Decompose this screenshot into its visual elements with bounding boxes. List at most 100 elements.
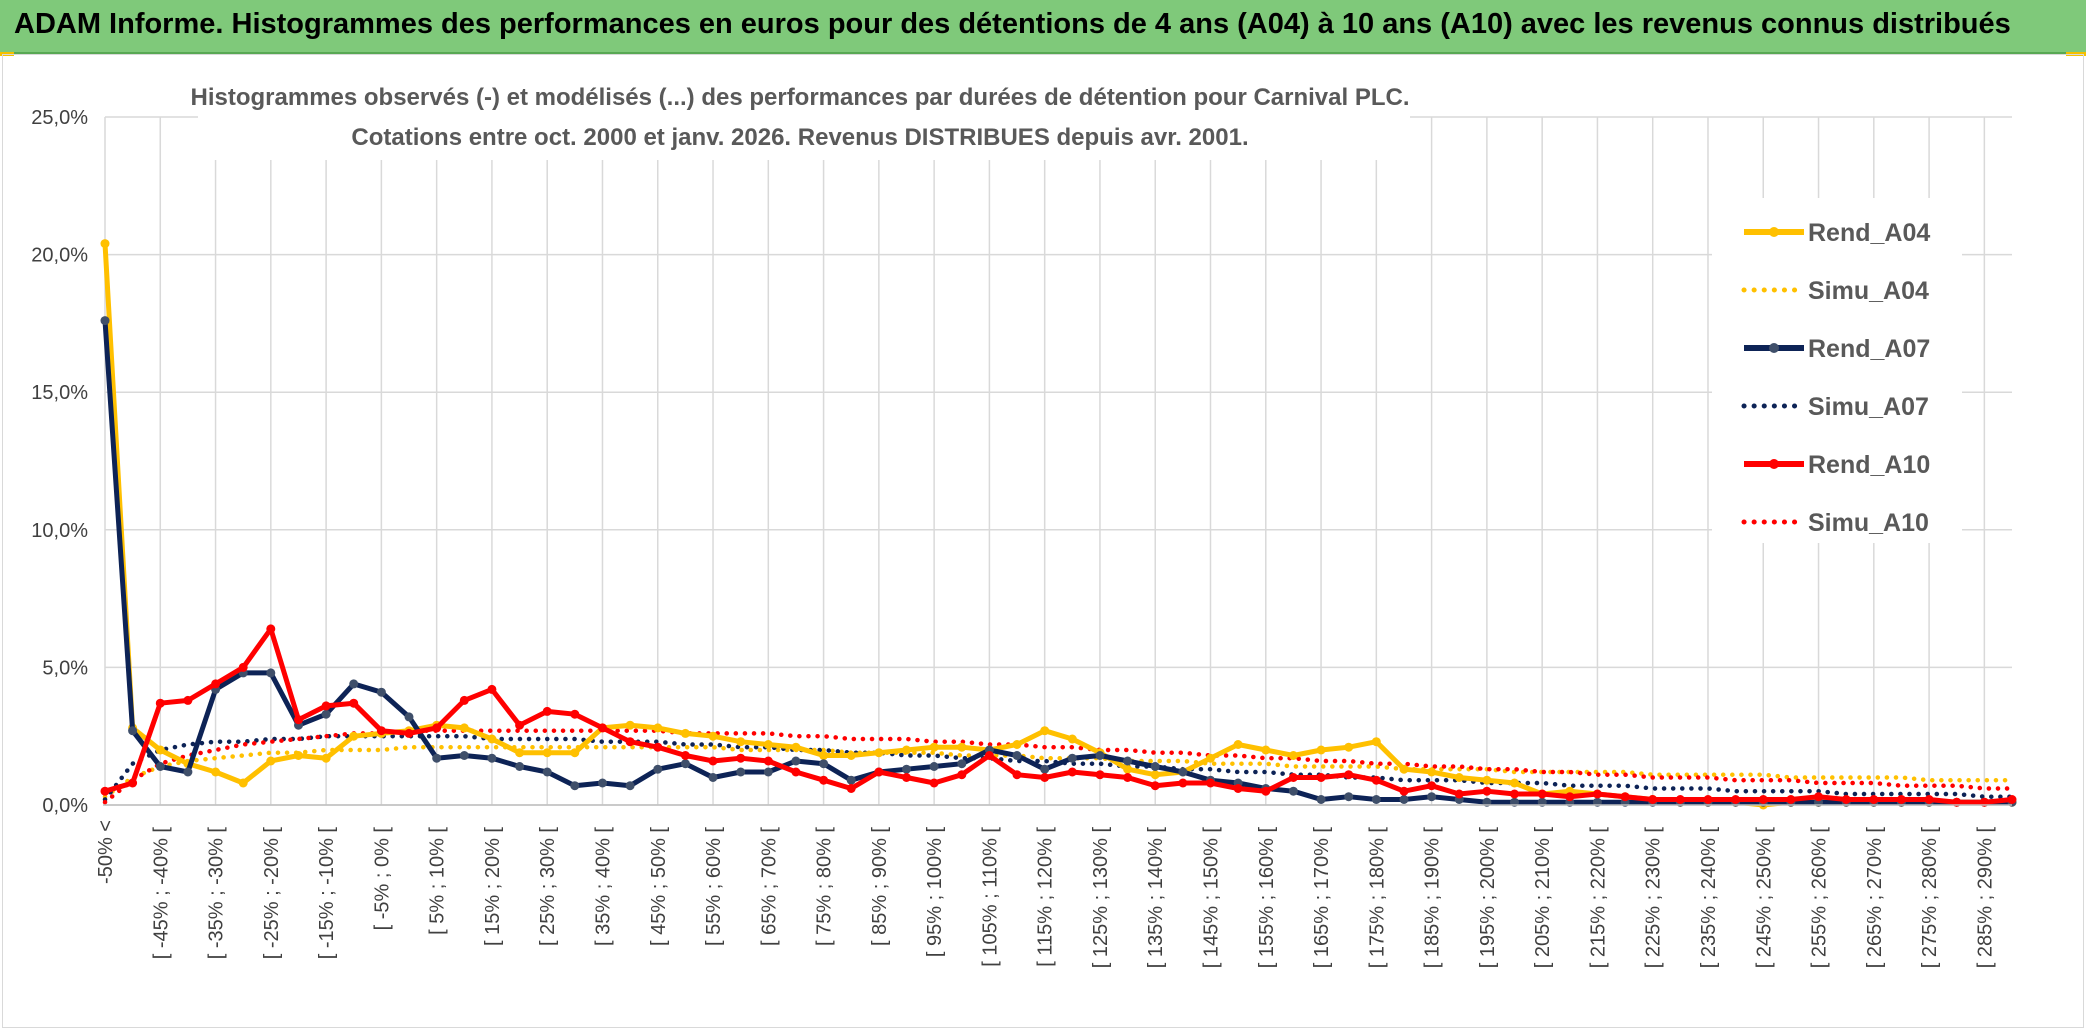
data-point-rend-a10 <box>321 701 331 711</box>
data-point-rend-a07 <box>1067 753 1077 763</box>
chart-title: Histogrammes observés (-) et modélisés (… <box>191 84 1410 111</box>
legend-label-simu-a10: Simu_A10 <box>1808 509 1929 537</box>
y-tick-label: 15,0% <box>31 382 88 404</box>
data-point-rend-a04 <box>515 748 525 758</box>
data-point-rend-a10 <box>1482 786 1492 796</box>
data-point-rend-a04 <box>1067 734 1077 744</box>
data-point-rend-a10 <box>625 737 635 747</box>
data-point-rend-a07 <box>515 762 525 771</box>
data-point-rend-a07 <box>542 767 552 777</box>
data-point-rend-a04 <box>294 751 303 760</box>
data-point-rend-a07 <box>736 767 746 777</box>
data-point-rend-a10 <box>708 756 718 766</box>
data-point-rend-a10 <box>874 767 884 777</box>
data-point-rend-a10 <box>294 715 303 725</box>
data-point-rend-a10 <box>1288 773 1298 782</box>
data-point-rend-a07 <box>1040 764 1050 774</box>
legend-marker-rend-a10 <box>1769 459 1779 469</box>
x-tick-label: [ 35% ; 40% [ <box>592 827 614 946</box>
data-point-rend-a07 <box>432 753 442 763</box>
x-tick-label: [ 245% ; 250% [ <box>1753 827 1775 969</box>
data-point-rend-a04 <box>1040 726 1050 736</box>
series-line-rend-a07 <box>102 320 2012 805</box>
x-tick-label: [ 155% ; 160% [ <box>1256 827 1278 969</box>
data-point-rend-a07 <box>1150 762 1160 771</box>
data-point-rend-a07 <box>183 767 193 777</box>
legend: Rend_A04 Simu_A04 Rend_A07 Simu_A07 Rend_A10… <box>1712 198 1962 543</box>
data-point-rend-a10 <box>128 778 138 788</box>
data-point-rend-a10 <box>736 753 746 763</box>
data-point-rend-a04 <box>1150 770 1160 780</box>
data-point-rend-a07 <box>653 764 663 774</box>
legend-marker-rend-a07 <box>1769 343 1779 353</box>
data-point-rend-a07 <box>708 773 718 782</box>
y-tick-label: 20,0% <box>31 245 88 267</box>
data-point-rend-a10 <box>1206 778 1215 788</box>
data-point-rend-a10 <box>155 698 165 708</box>
data-point-rend-a10 <box>1731 795 1741 804</box>
data-point-rend-a04 <box>929 742 939 752</box>
data-point-rend-a07 <box>100 316 110 326</box>
legend-label-rend-a10: Rend_A10 <box>1808 451 1930 479</box>
data-point-rend-a10 <box>1537 789 1547 799</box>
data-point-rend-a04 <box>1344 742 1354 752</box>
data-point-rend-a10 <box>376 726 386 736</box>
data-point-rend-a04 <box>487 734 497 744</box>
data-point-rend-a04 <box>625 720 635 730</box>
data-point-rend-a07 <box>404 712 414 722</box>
data-point-rend-a10 <box>598 723 607 733</box>
x-tick-label: [ 75% ; 80% [ <box>814 827 836 946</box>
x-tick-label: [ 275% ; 280% [ <box>1919 827 1941 969</box>
data-point-rend-a10 <box>1233 784 1243 793</box>
data-point-rend-a04 <box>1371 737 1381 747</box>
data-point-rend-a04 <box>1316 745 1326 755</box>
series-line-simu-a07 <box>102 733 2015 802</box>
data-point-rend-a10 <box>1896 795 1906 804</box>
data-point-rend-a07 <box>1399 795 1409 804</box>
x-tick-label: [ 15% ; 20% [ <box>482 827 504 946</box>
legend-label-simu-a07: Simu_A07 <box>1808 393 1929 421</box>
data-point-rend-a10 <box>791 767 801 777</box>
data-point-rend-a10 <box>846 784 856 793</box>
data-point-rend-a07 <box>1344 792 1354 802</box>
data-point-rend-a10 <box>1924 795 1934 804</box>
data-point-rend-a04 <box>874 748 884 758</box>
data-point-rend-a10 <box>1786 795 1796 804</box>
x-tick-label: [ 265% ; 270% [ <box>1864 827 1886 969</box>
data-point-rend-a04 <box>1012 740 1022 749</box>
data-point-rend-a10 <box>1814 792 1823 802</box>
data-point-rend-a10 <box>1371 775 1381 785</box>
chart-subtitle: Cotations entre oct. 2000 et janv. 2026.… <box>351 124 1248 151</box>
data-point-rend-a10 <box>1427 781 1437 791</box>
y-tick-label: 25,0% <box>31 107 88 129</box>
x-tick-label: [ 45% ; 50% [ <box>648 827 670 946</box>
data-point-rend-a04 <box>957 742 967 752</box>
data-point-rend-a04 <box>1399 764 1409 774</box>
data-point-rend-a07 <box>846 775 856 785</box>
x-tick-label: [ 225% ; 230% [ <box>1643 827 1665 969</box>
data-point-rend-a10 <box>1095 770 1105 780</box>
data-point-rend-a10 <box>1178 778 1188 788</box>
data-point-rend-a07 <box>376 687 386 697</box>
data-point-rend-a04 <box>846 751 856 760</box>
data-point-rend-a10 <box>1869 795 1879 804</box>
data-point-rend-a10 <box>1620 792 1630 802</box>
data-point-rend-a10 <box>100 786 110 796</box>
data-point-rend-a04 <box>653 723 663 733</box>
data-point-rend-a10 <box>542 706 552 716</box>
data-point-rend-a10 <box>211 679 221 689</box>
y-axis: 0,0% 5,0% 10,0% 15,0% 20,0% 25,0% <box>31 107 88 817</box>
data-point-rend-a10 <box>1648 795 1658 804</box>
data-point-rend-a04 <box>1206 753 1215 763</box>
data-point-rend-a04 <box>542 748 552 758</box>
x-tick-label: [ 25% ; 30% [ <box>537 827 559 946</box>
data-point-rend-a04 <box>902 745 911 755</box>
x-tick-label: [ 285% ; 290% [ <box>1974 827 1996 969</box>
data-point-rend-a04 <box>1482 775 1492 785</box>
data-point-rend-a10 <box>349 698 359 708</box>
x-tick-label: [ -5% ; 0% [ <box>371 827 393 931</box>
data-point-rend-a04 <box>1454 773 1464 782</box>
chart-frame <box>2 54 2084 1028</box>
title-background <box>198 76 1410 160</box>
data-point-rend-a10 <box>515 720 525 730</box>
